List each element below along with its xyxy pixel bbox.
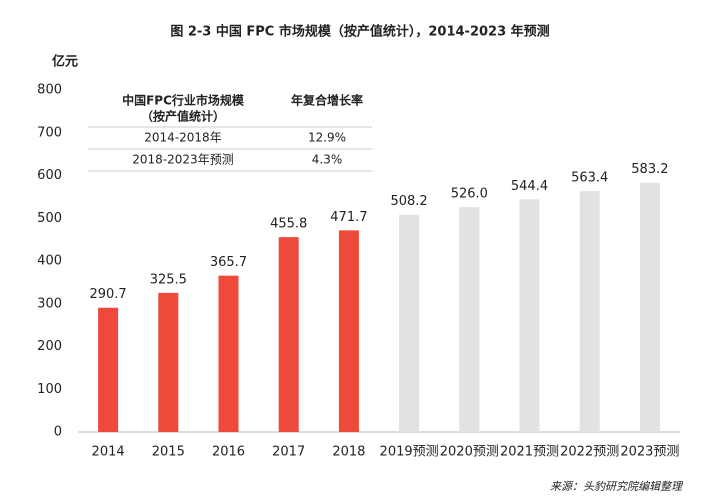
- bar: [158, 292, 179, 432]
- x-tick-label: 2023预测: [620, 445, 679, 460]
- chart-title: 图 2-3 中国 FPC 市场规模（按产值统计），2014-2023 年预测: [170, 24, 549, 40]
- y-tick-label: 400: [37, 254, 62, 269]
- x-tick-label: 2015: [152, 445, 185, 460]
- source: 来源：头豹研究院编辑整理: [550, 480, 684, 493]
- value-label: 526.0: [451, 187, 488, 202]
- bar: [218, 275, 239, 432]
- value-label: 508.2: [390, 194, 427, 209]
- value-label: 325.5: [150, 272, 187, 287]
- value-label: 290.7: [89, 287, 126, 302]
- table-cell: 2018-2023年预测: [132, 153, 233, 167]
- bar: [519, 199, 540, 432]
- table-header: 中国FPC行业市场规模: [122, 93, 245, 108]
- bar: [98, 307, 119, 432]
- bar: [639, 182, 660, 432]
- table-cell: 4.3%: [312, 153, 343, 167]
- y-tick-label: 0: [54, 425, 62, 440]
- table-header: 年复合增长率: [291, 93, 363, 108]
- y-tick-label: 600: [37, 168, 62, 183]
- bar: [579, 191, 600, 432]
- value-label: 365.7: [210, 255, 247, 270]
- x-tick-label: 2020预测: [440, 445, 499, 460]
- table-header: （按产值统计）: [141, 109, 225, 124]
- y-tick-label: 100: [37, 382, 62, 397]
- y-tick-label: 200: [37, 339, 62, 354]
- y-tick-label: 300: [37, 296, 62, 311]
- bar: [399, 214, 420, 432]
- x-tick-label: 2019预测: [380, 445, 439, 460]
- table-cell: 12.9%: [308, 131, 346, 145]
- y-tick-label: 700: [37, 125, 62, 140]
- table-cell: 2014-2018年: [144, 131, 221, 145]
- value-label: 583.2: [631, 162, 668, 177]
- x-tick-label: 2021预测: [500, 445, 559, 460]
- x-tick-label: 2017: [272, 445, 305, 460]
- y-tick-label: 800: [37, 83, 62, 98]
- value-label: 471.7: [330, 210, 367, 225]
- y-axis-label: 亿元: [52, 54, 78, 70]
- x-tick-label: 2018: [332, 445, 365, 460]
- bar: [278, 237, 299, 432]
- x-tick-label: 2016: [212, 445, 245, 460]
- bar: [338, 230, 359, 432]
- bar: [459, 207, 480, 432]
- value-label: 455.8: [270, 217, 307, 232]
- y-tick-label: 500: [37, 211, 62, 226]
- value-label: 563.4: [571, 171, 608, 186]
- x-tick-label: 2022预测: [560, 445, 619, 460]
- x-tick-label: 2014: [92, 445, 125, 460]
- value-label: 544.4: [511, 179, 548, 194]
